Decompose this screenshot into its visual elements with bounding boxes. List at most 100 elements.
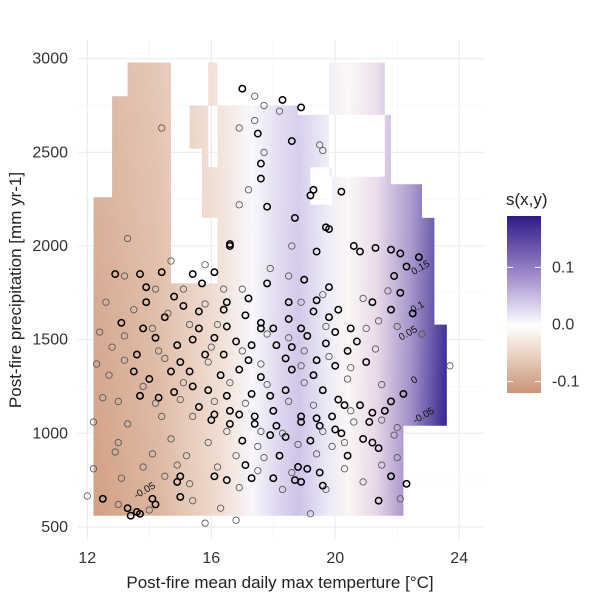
- data-point: [371, 243, 380, 252]
- data-point: [294, 440, 302, 449]
- data-point: [290, 213, 299, 222]
- data-point: [241, 311, 250, 320]
- data-point: [136, 391, 144, 400]
- data-point: [225, 406, 234, 415]
- data-point: [309, 307, 318, 316]
- data-point: [309, 371, 318, 380]
- y-tick-label: 500: [41, 519, 68, 536]
- y-tick-label: 1000: [32, 425, 68, 442]
- data-point: [188, 270, 197, 279]
- data-point: [380, 406, 389, 415]
- data-point: [378, 416, 386, 424]
- data-point: [263, 279, 272, 288]
- data-point: [365, 418, 374, 426]
- data-point: [316, 141, 324, 149]
- y-axis-title: Post-fire precipitation [mm yr-1]: [6, 172, 25, 408]
- data-point: [269, 406, 278, 415]
- data-point: [251, 116, 259, 125]
- data-point: [241, 399, 250, 407]
- data-point: [210, 268, 219, 277]
- data-point: [123, 504, 132, 513]
- x-axis-title: Post-fire mean daily max temperture [°C]: [126, 573, 433, 592]
- data-point: [387, 472, 395, 481]
- data-point: [374, 444, 383, 453]
- surface-shading: [93, 62, 447, 516]
- data-point: [393, 322, 401, 331]
- data-point: [244, 186, 253, 194]
- data-point: [340, 438, 349, 447]
- data-point: [337, 187, 346, 196]
- data-point: [241, 461, 250, 470]
- smooth-surface: [93, 62, 447, 516]
- data-point: [284, 298, 293, 307]
- data-point: [359, 294, 367, 303]
- data-point: [232, 337, 241, 346]
- data-point: [393, 453, 401, 462]
- data-point: [362, 324, 370, 333]
- data-point: [114, 500, 122, 509]
- data-point: [297, 324, 306, 333]
- data-point: [198, 279, 206, 288]
- data-point: [300, 347, 308, 355]
- x-tick-label: 20: [326, 550, 344, 567]
- data-point: [303, 464, 312, 473]
- data-point: [89, 465, 98, 473]
- data-point: [148, 324, 157, 333]
- data-point: [396, 495, 404, 503]
- data-point: [275, 451, 284, 460]
- data-point: [359, 434, 368, 443]
- data-point: [387, 305, 395, 314]
- data-point: [130, 306, 138, 314]
- data-point: [266, 431, 275, 440]
- legend-ticks: 0.1 0.0 -0.1: [507, 259, 580, 391]
- data-point: [117, 318, 126, 327]
- data-point: [179, 301, 188, 310]
- legend: s(x,y) 0.1 0.0 -0.1: [506, 190, 580, 393]
- data-point: [402, 262, 411, 271]
- data-point: [185, 480, 194, 488]
- data-point: [114, 397, 122, 406]
- data-point: [446, 362, 454, 370]
- data-point: [306, 191, 315, 200]
- data-point: [343, 346, 352, 355]
- data-point: [182, 452, 191, 460]
- data-point: [315, 468, 324, 477]
- data-point: [321, 339, 330, 348]
- data-point: [151, 500, 160, 509]
- data-point: [132, 350, 141, 359]
- data-point: [374, 496, 383, 505]
- data-point: [285, 334, 293, 342]
- x-tick-label: 12: [78, 550, 96, 567]
- data-point: [260, 101, 268, 110]
- data-point: [189, 497, 197, 505]
- data-points: [83, 84, 454, 527]
- data-point: [319, 291, 327, 299]
- data-point: [244, 294, 253, 303]
- data-point: [378, 380, 386, 389]
- data-point: [285, 397, 293, 406]
- data-point: [250, 412, 259, 421]
- data-point: [297, 298, 305, 306]
- data-point: [322, 485, 330, 494]
- data-point: [349, 242, 358, 250]
- data-point: [356, 401, 364, 410]
- data-point: [179, 285, 188, 293]
- data-point: [238, 84, 247, 93]
- data-point: [347, 364, 355, 372]
- data-point: [145, 375, 154, 383]
- data-point: [331, 328, 340, 337]
- data-point: [343, 375, 352, 383]
- data-point: [278, 429, 287, 437]
- data-point: [142, 283, 151, 292]
- data-point: [222, 322, 231, 331]
- data-point: [151, 285, 160, 293]
- data-point: [312, 296, 321, 305]
- data-point: [297, 477, 306, 486]
- data-point: [371, 345, 380, 353]
- data-point: [254, 467, 262, 475]
- data-point: [238, 285, 246, 293]
- data-point: [340, 465, 349, 473]
- data-point: [157, 268, 166, 277]
- data-point: [235, 201, 243, 209]
- data-point: [114, 438, 122, 447]
